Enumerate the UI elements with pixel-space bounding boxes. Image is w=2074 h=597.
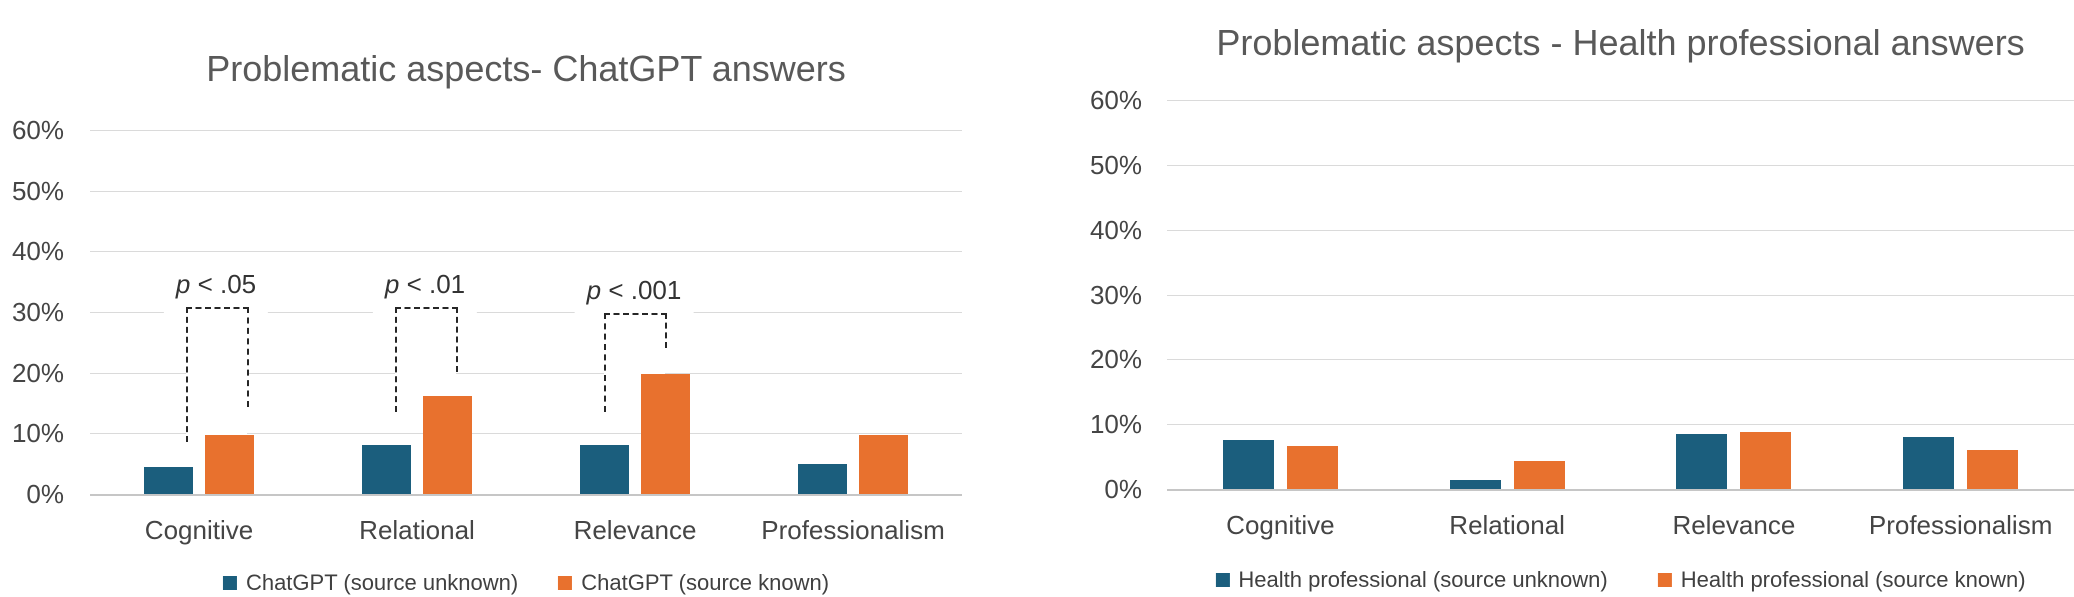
y-axis-tick-40: 40% xyxy=(11,236,64,267)
y-axis-tick-0: 0% xyxy=(1104,474,1142,504)
p-value-label: p < .05 xyxy=(163,269,269,315)
gridline xyxy=(1167,424,2074,426)
legend-item-health-professional-source-unknown: Health professional (source unknown) xyxy=(1215,567,1608,593)
legend-item-chatgpt-source-known: ChatGPT (source known) xyxy=(558,570,829,596)
y-axis-tick-40: 40% xyxy=(1089,214,1142,245)
gridline xyxy=(1167,100,2074,102)
legend-label: Health professional (source unknown) xyxy=(1238,567,1608,592)
bar-health-professional-source-unknown-cognitive xyxy=(1222,439,1274,489)
category-label-relevance: Relevance xyxy=(1672,510,1796,540)
y-axis-tick-10: 10% xyxy=(11,418,64,449)
category-label-cognitive: Cognitive xyxy=(1226,510,1335,540)
significance-bracket-right-leg xyxy=(664,313,667,348)
gridline xyxy=(1167,229,2074,231)
category-label-relevance: Relevance xyxy=(573,515,697,545)
p-value-label: p < .01 xyxy=(372,269,478,315)
bar-health-professional-source-unknown-professionalism xyxy=(1903,437,1955,489)
gridline xyxy=(1167,165,2074,166)
significance-bracket-left-leg xyxy=(185,307,188,442)
chart-title: Problematic aspects- ChatGPT answers xyxy=(206,48,846,89)
x-axis-line xyxy=(1167,489,2074,491)
y-axis-tick-20: 20% xyxy=(1089,344,1142,375)
y-axis-tick-60: 60% xyxy=(11,114,64,145)
category-label-relational: Relational xyxy=(1449,510,1565,540)
bar-health-professional-source-unknown-relevance xyxy=(1676,433,1728,489)
category-label-cognitive: Cognitive xyxy=(144,515,254,545)
legend: ChatGPT (source unknown) ChatGPT (source … xyxy=(222,570,829,596)
y-axis-tick-0: 0% xyxy=(26,479,64,509)
category-label-relational: Relational xyxy=(359,515,475,545)
annotation-background xyxy=(394,307,456,413)
y-axis-tick-50: 50% xyxy=(11,175,64,206)
gridline xyxy=(90,190,962,192)
bar-chatgpt-source-known-relevance xyxy=(641,373,690,494)
significance-bracket-right-leg xyxy=(246,307,249,408)
y-axis-tick-50: 50% xyxy=(1089,150,1142,180)
category-label-professionalism: Professionalism xyxy=(1868,510,2053,540)
y-axis-tick-30: 30% xyxy=(1089,279,1142,310)
annotation-background xyxy=(185,307,247,442)
bar-chatgpt-source-known-professionalism xyxy=(859,435,908,494)
y-axis-tick-10: 10% xyxy=(1089,409,1142,440)
significance-bracket-top xyxy=(185,307,249,310)
gridline xyxy=(90,129,962,131)
significance-bracket-right-leg xyxy=(455,307,458,372)
chart-title: Problematic aspects - Health professiona… xyxy=(1216,22,2025,63)
legend-item-health-professional-source-known: Health professional (source known) xyxy=(1657,567,2026,593)
y-axis-tick-20: 20% xyxy=(11,357,64,388)
legend: Health professional (source unknown) Heal… xyxy=(1215,567,2026,593)
bar-health-professional-source-known-professionalism xyxy=(1967,450,2019,489)
chart-health-professional-answers: Problematic aspects - Health professiona… xyxy=(1037,0,2074,597)
legend-item-chatgpt-source-unknown: ChatGPT (source unknown) xyxy=(222,570,519,596)
gridline xyxy=(90,433,962,435)
legend-swatch-icon xyxy=(222,576,237,590)
plot-area: 0% 10% 20% 30% 40% 50% 60% Cognitive Relational R… xyxy=(11,114,962,545)
y-axis-tick-60: 60% xyxy=(1089,85,1142,116)
significance-bracket-left-leg xyxy=(394,307,397,413)
legend-swatch-icon xyxy=(558,576,573,590)
gridline xyxy=(90,372,962,374)
chart-chatgpt-answers: Problematic aspects- ChatGPT answers 0% 1… xyxy=(11,48,962,596)
bar-health-professional-source-known-relational xyxy=(1513,461,1565,489)
legend-label: ChatGPT (source known) xyxy=(581,570,830,595)
bar-chatgpt-source-known-relational xyxy=(423,396,472,494)
p-value-label: p < .001 xyxy=(574,275,694,321)
legend-swatch-icon xyxy=(1215,573,1230,587)
bar-chatgpt-source-unknown-professionalism xyxy=(798,463,847,494)
bar-chatgpt-source-unknown-relevance xyxy=(580,445,629,494)
legend-label: ChatGPT (source unknown) xyxy=(245,570,519,595)
category-label-professionalism: Professionalism xyxy=(761,515,945,545)
gridline xyxy=(90,311,962,313)
gridline xyxy=(1167,359,2074,361)
bar-health-professional-source-unknown-relational xyxy=(1449,479,1501,489)
y-axis-tick-30: 30% xyxy=(11,296,64,327)
bar-chatgpt-source-unknown-relational xyxy=(362,445,411,494)
legend-label: Health professional (source known) xyxy=(1680,567,2026,592)
x-axis-line xyxy=(90,494,962,496)
bar-chatgpt-source-known-cognitive xyxy=(205,435,254,494)
bar-health-professional-source-known-relevance xyxy=(1740,431,1792,489)
gridline xyxy=(90,251,962,253)
legend-swatch-icon xyxy=(1657,573,1672,587)
bar-health-professional-source-known-cognitive xyxy=(1286,446,1338,489)
gridline xyxy=(1167,294,2074,296)
significance-bracket-top xyxy=(603,313,667,316)
plot-area: 0% 10% 20% 30% 40% 50% 60% Cognitive Relational R… xyxy=(1037,0,2074,597)
bar-chatgpt-source-unknown-cognitive xyxy=(144,467,193,494)
significance-bracket-left-leg xyxy=(603,313,606,413)
significance-bracket-top xyxy=(394,307,458,310)
